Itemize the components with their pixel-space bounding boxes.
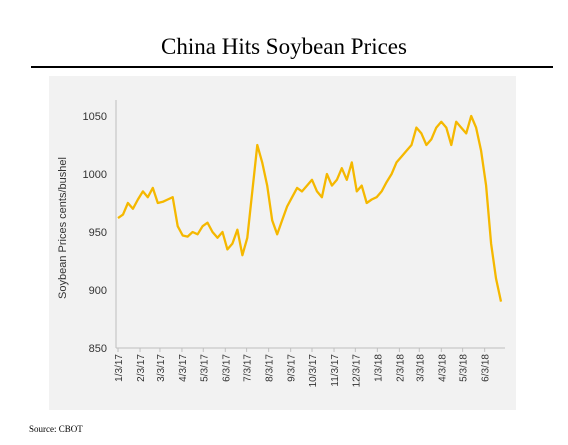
x-tick-label: 9/3/17 bbox=[287, 354, 298, 382]
x-tick-label: 3/3/17 bbox=[156, 354, 167, 382]
x-tick-label: 3/3/18 bbox=[415, 354, 426, 382]
x-tick-label: 7/3/17 bbox=[243, 354, 254, 382]
x-tick-label: 6/3/17 bbox=[221, 354, 232, 382]
x-tick-label: 1/3/18 bbox=[373, 354, 384, 382]
y-tick-label: 900 bbox=[89, 285, 107, 297]
title-rule bbox=[31, 66, 553, 68]
y-tick-label: 850 bbox=[89, 343, 107, 355]
source-note: Source: CBOT bbox=[29, 424, 83, 434]
x-tick-label: 2/3/18 bbox=[395, 354, 406, 382]
slide-title: China Hits Soybean Prices bbox=[161, 34, 407, 59]
x-tick-label: 4/3/17 bbox=[178, 354, 189, 382]
y-axis-label: Soybean Prices cents/bushel bbox=[57, 157, 69, 299]
price-series-line bbox=[117, 114, 503, 302]
x-tick-label: 5/3/18 bbox=[459, 354, 470, 382]
plot-background bbox=[49, 76, 516, 410]
x-tick-label: 4/3/18 bbox=[437, 354, 448, 382]
y-tick-label: 1050 bbox=[83, 111, 107, 123]
x-tick-label: 1/3/17 bbox=[114, 354, 125, 382]
x-tick-label: 11/3/17 bbox=[330, 354, 341, 387]
y-tick-label: 1000 bbox=[83, 169, 107, 181]
x-tick-label: 6/3/18 bbox=[481, 354, 492, 382]
x-tick-label: 8/3/17 bbox=[265, 354, 276, 382]
x-tick-label: 2/3/17 bbox=[136, 354, 147, 382]
y-tick-label: 950 bbox=[89, 227, 107, 239]
x-tick-label: 10/3/17 bbox=[308, 354, 319, 388]
x-tick-label: 5/3/17 bbox=[199, 354, 210, 382]
x-tick-label: 12/3/17 bbox=[351, 354, 362, 388]
